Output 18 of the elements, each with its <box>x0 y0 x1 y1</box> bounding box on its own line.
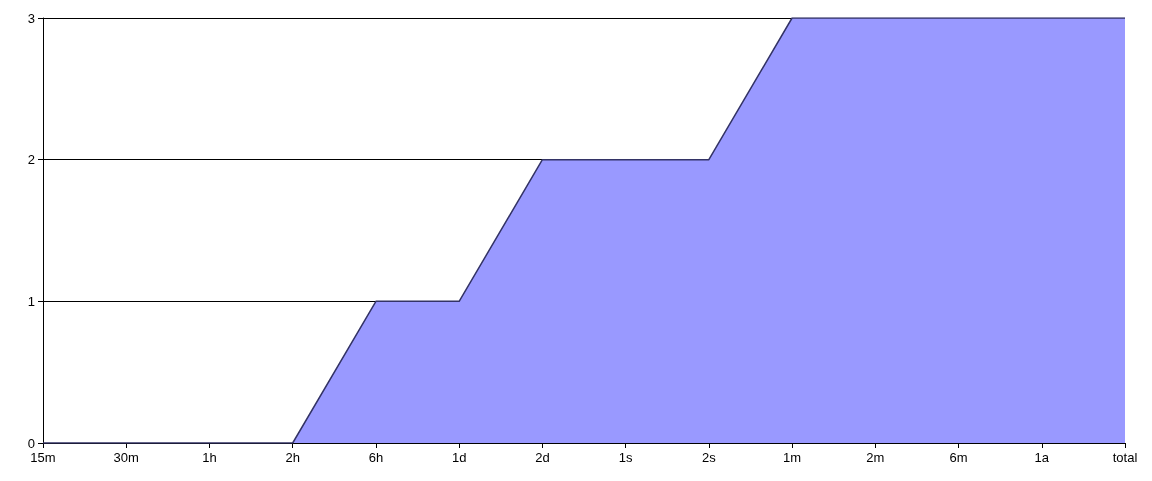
x-tick-label: total <box>1112 450 1138 465</box>
x-tick-label: 1s <box>618 450 633 465</box>
x-tick-label: 2s <box>701 450 717 465</box>
x-tick-label: 1h <box>202 450 217 465</box>
x-tick-label: 2d <box>535 450 550 465</box>
y-tick-label: 2 <box>27 152 35 168</box>
y-tick-label: 1 <box>27 293 35 309</box>
x-tick-label: 6h <box>368 450 384 465</box>
x-tick-label: 2m <box>866 450 885 465</box>
x-tick-label: 30m <box>113 450 139 465</box>
x-tick-label: 1d <box>451 450 467 465</box>
y-tick-label: 3 <box>27 10 35 26</box>
x-tick-label: 2h <box>285 450 300 465</box>
x-tick-label: 15m <box>30 450 56 465</box>
x-tick-label: 1a <box>1034 450 1050 465</box>
x-tick-label: 6m <box>949 450 968 465</box>
y-tick-label: 0 <box>27 435 35 451</box>
x-tick-label: 1m <box>783 450 802 465</box>
